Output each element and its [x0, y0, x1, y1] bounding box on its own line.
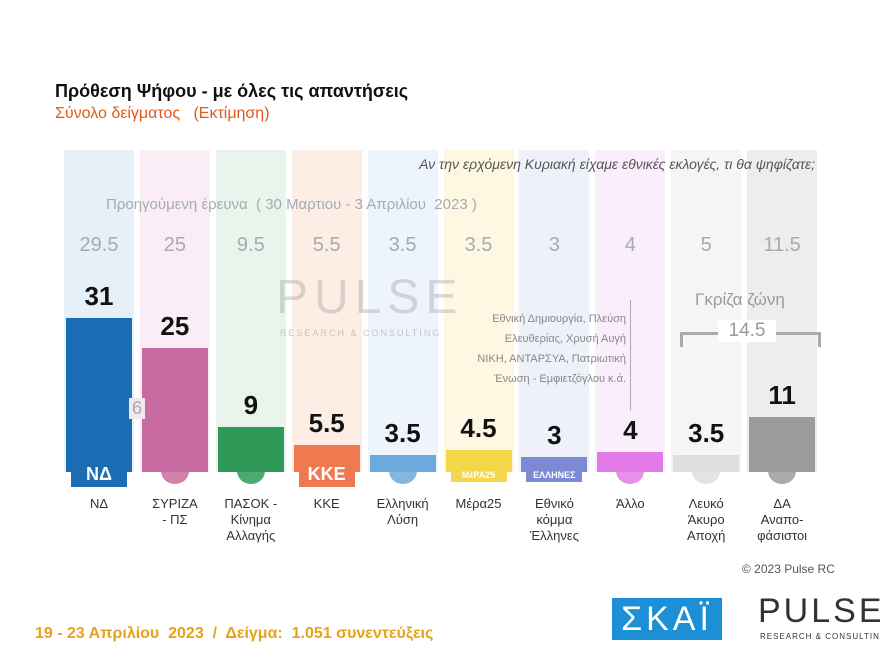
value-label: 25	[160, 310, 190, 341]
party-logo-icon	[160, 458, 189, 484]
value-label: 3	[547, 420, 562, 451]
footer: 19 - 23 Απριλίου 2023 / Δείγμα: 1.051 συ…	[35, 625, 434, 642]
x-tick-label: Εθνικό κόμμα Έλληνες	[529, 496, 579, 543]
column-stripe	[215, 150, 286, 472]
x-tick-label: ΚΚΕ	[313, 496, 340, 511]
value-label: 3.5	[384, 417, 421, 448]
x-tick-label: ΣΥΡΙΖΑ - ΠΣ	[152, 496, 198, 527]
chart-title: Πρόθεση Ψήφου - με όλες τις απαντήσεις	[55, 81, 409, 101]
x-tick-label: Μέρα25	[455, 496, 502, 511]
question: Αν την ερχόμενη Κυριακή είχαμε εθνικές ε…	[419, 156, 815, 172]
previous-value: 11.5	[763, 234, 801, 256]
x-tick-label: ΔΑ Αναπο- φάσιστοι	[757, 496, 808, 543]
party-logo: ΚΚΕ	[298, 462, 355, 487]
note-connector	[630, 300, 632, 410]
party-logo-icon	[616, 458, 645, 484]
column-stripe	[519, 150, 590, 472]
value-label: 11	[768, 380, 796, 411]
copyright: © 2023 Pulse RC	[742, 562, 835, 576]
party-logo: ΝΔ	[71, 462, 127, 487]
party-logo-icon	[692, 458, 721, 484]
watermark-tagline: RESEARCH & CONSULTING	[280, 328, 442, 338]
watermark: PULSE	[276, 271, 464, 324]
previous-value: 29.5	[79, 234, 119, 256]
previous-value: 5	[700, 234, 712, 256]
grey-zone-total: 14.5	[718, 320, 776, 342]
previous-value: 4	[624, 234, 636, 256]
bar	[66, 317, 132, 472]
party-logo-icon	[388, 458, 417, 484]
previous-value: 5.5	[312, 234, 341, 256]
previous-value: 3	[548, 234, 560, 256]
value-label: 4.5	[460, 412, 497, 443]
previous-value: 3.5	[464, 234, 493, 256]
bar	[445, 449, 512, 472]
party-logo-icon	[236, 458, 265, 484]
pollster-tagline: RESEARCH & CONSULTING	[760, 632, 880, 641]
column-stripe	[671, 150, 742, 472]
grey-zone-label: Γκρίζα ζώνη	[695, 290, 785, 309]
previous-value: 25	[163, 234, 187, 256]
legend-entry: Προηγούμενη έρευνα ( 30 Μαρτιου - 3 Απρι…	[106, 196, 477, 213]
previous-value: 9.5	[236, 234, 265, 256]
value-label: 5.5	[308, 407, 345, 438]
party-logo: ΕΛΛΗΝΕΣ	[526, 468, 583, 482]
x-tick-label: Ελληνική Λύση	[376, 496, 429, 527]
x-tick-label: Άλλο	[615, 496, 645, 511]
stray-label: 6	[129, 398, 146, 419]
value-label: 9	[243, 390, 259, 421]
value-label: 4	[623, 415, 638, 446]
x-tick-label: Λευκό Άκυρο Αποχή	[686, 496, 726, 543]
value-label: 3.5	[688, 417, 725, 448]
value-label: 31	[84, 280, 114, 311]
party-logo: ΜέΡΑ25	[450, 468, 507, 482]
note-line: Εθνική Δημιουργία, Πλεύση	[492, 313, 626, 325]
note-line: Ένωση - Εμφιετζόγλου κ.ά.	[494, 373, 626, 385]
note-line: ΝΙΚΗ, ΑΝΤΑΡΣΥΑ, Πατριωτική	[477, 353, 626, 365]
previous-value: 3.5	[388, 234, 417, 256]
bar	[141, 347, 208, 472]
x-tick-label: ΝΔ	[89, 496, 109, 511]
broadcaster-logo: ΣΚΑΪ	[612, 598, 722, 640]
party-logo-icon	[768, 458, 797, 484]
note-line: Ελευθερίας, Χρυσή Αυγή	[504, 333, 626, 345]
x-tick-label: ΠΑΣΟΚ - Κίνημα Αλλαγής	[224, 496, 278, 543]
pollster-logo: PULSE	[758, 592, 880, 630]
column-stripe	[443, 150, 514, 472]
column-stripe	[291, 150, 362, 472]
chart-subtitle: Σύνολο δείγματος (Εκτίμηση)	[55, 105, 270, 122]
column-stripe	[367, 150, 438, 472]
